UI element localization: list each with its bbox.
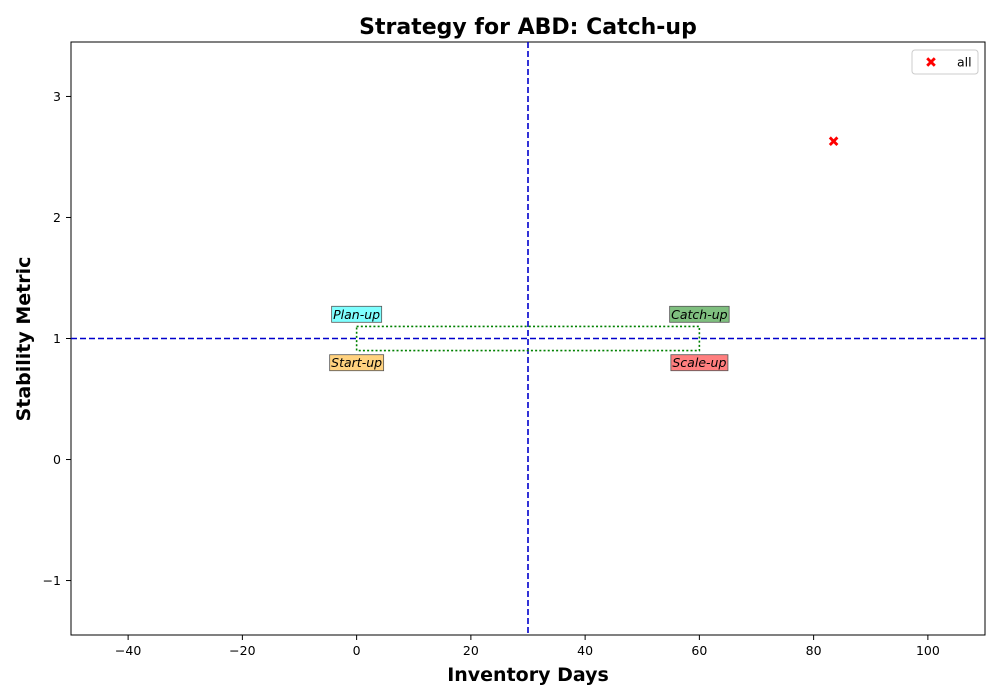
x-axis-ticks: −40 −20 0 20 40 60 80 100 (115, 635, 940, 658)
x-tick-label: −20 (229, 643, 255, 658)
legend-box (911, 49, 979, 75)
y-axis-ticks: −1 0 1 2 3 (43, 89, 71, 588)
chart-title: Strategy for ABD: Catch-up (359, 15, 697, 40)
quadrant-label-text: Scale-up (672, 355, 726, 370)
x-axis-label: Inventory Days (447, 664, 609, 686)
quadrant-label-catch-up: Catch-up (669, 305, 730, 323)
quadrant-label-box (669, 305, 730, 323)
x-tick-label: 20 (463, 643, 479, 658)
quadrant-label-box (329, 354, 385, 372)
quadrant-label-plan-up: Plan-up (331, 305, 383, 323)
y-axis-label: Stability Metric (13, 257, 35, 422)
y-tick-label: 3 (53, 89, 61, 104)
quadrant-label-text: Plan-up (333, 307, 380, 322)
threshold-box (355, 325, 701, 352)
quadrant-label-text: Catch-up (671, 307, 728, 322)
y-tick-label: 1 (53, 331, 61, 346)
quadrant-label-start-up: Start-up (329, 354, 385, 372)
x-tick-label: 100 (916, 643, 940, 658)
x-tick-label: 60 (691, 643, 707, 658)
legend-label-all: all (957, 55, 972, 70)
quadrant-label-text: Start-up (331, 355, 382, 370)
x-tick-label: 80 (806, 643, 822, 658)
legend-x-marker-icon (926, 57, 936, 67)
y-tick-label: 2 (53, 210, 61, 225)
scatter-points (828, 136, 839, 147)
legend: all (911, 49, 979, 75)
y-tick-label: 0 (53, 452, 61, 467)
threshold-rect (355, 325, 701, 352)
quadrant-label-box (331, 305, 383, 323)
x-tick-label: 40 (577, 643, 593, 658)
y-tick-label: −1 (43, 573, 61, 588)
reference-lines (71, 42, 985, 635)
x-tick-label: −40 (115, 643, 141, 658)
quadrant-labels: Plan-up Catch-up Start-up Scale-up (329, 305, 730, 372)
x-tick-label: 0 (353, 643, 361, 658)
legend-marker-all (926, 57, 936, 67)
quadrant-label-box (670, 354, 729, 372)
quadrant-label-scale-up: Scale-up (670, 354, 729, 372)
data-point (828, 136, 839, 147)
